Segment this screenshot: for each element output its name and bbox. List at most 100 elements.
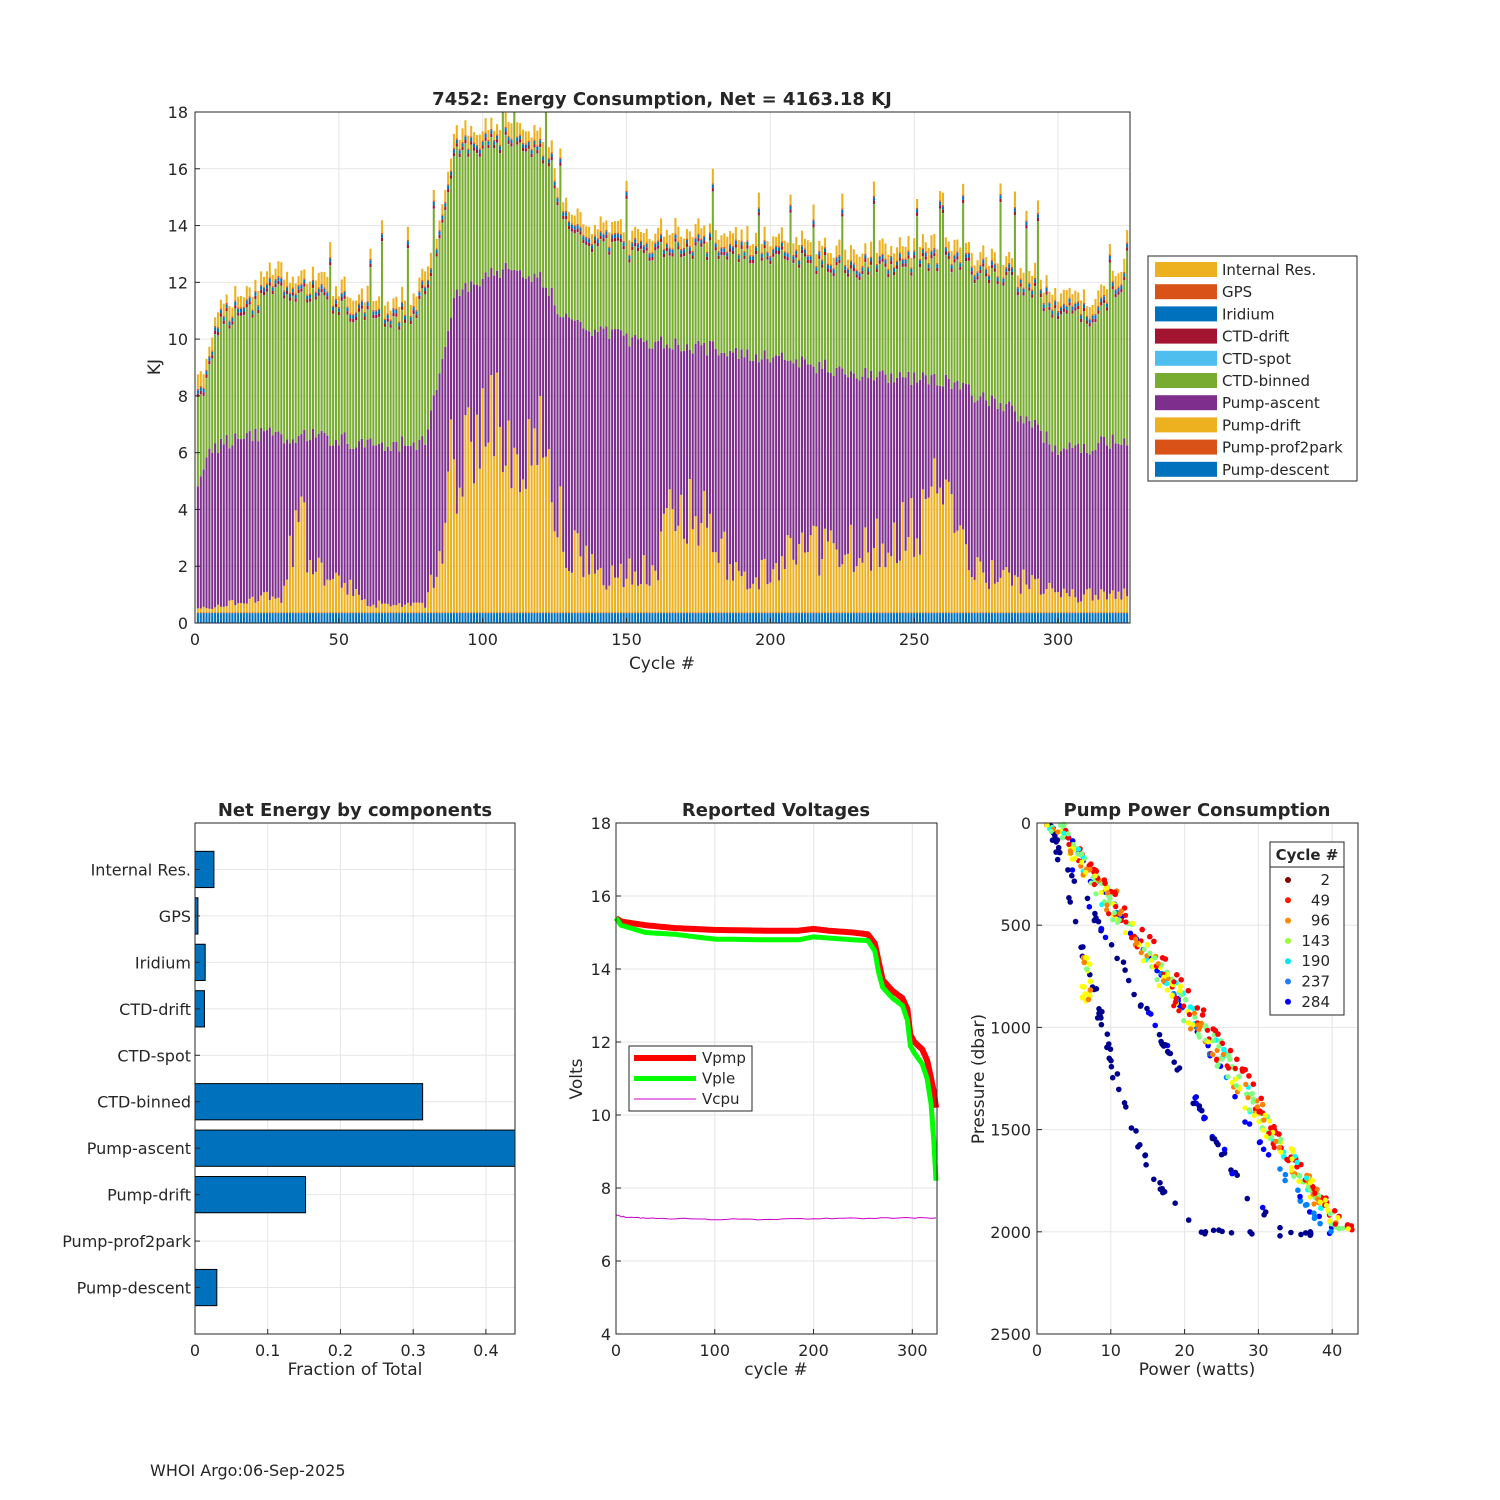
energy-bar-segment <box>329 261 332 266</box>
energy-bar-segment <box>619 242 622 331</box>
energy-bar-segment <box>444 613 447 623</box>
energy-bar <box>884 243 887 623</box>
energy-bar-segment <box>769 612 772 614</box>
energy-bar-segment <box>496 142 499 271</box>
energy-bar-segment <box>426 612 430 614</box>
energy-bar-segment <box>806 256 809 260</box>
energy-bar-segment <box>576 225 579 229</box>
energy-bar-segment <box>740 245 743 249</box>
pump-point <box>1151 938 1157 945</box>
energy-bar-segment <box>1019 612 1022 614</box>
energy-bar-segment <box>841 613 844 623</box>
energy-bar-segment <box>496 270 499 373</box>
energy-bar-segment <box>340 613 343 623</box>
energy-bar-segment <box>403 300 407 315</box>
energy-bar-segment <box>590 243 594 246</box>
energy-bar <box>921 234 924 623</box>
energy-bar-segment <box>363 612 366 614</box>
pump-point <box>1335 1215 1341 1221</box>
energy-bar-segment <box>619 219 622 234</box>
energy-bar <box>1117 273 1120 623</box>
energy-bar-segment <box>665 508 668 613</box>
energy-bar-segment <box>746 613 749 623</box>
energy-bar-segment <box>487 277 490 443</box>
energy-bar <box>654 233 657 623</box>
energy-bar <box>274 268 277 623</box>
energy-bar-segment <box>332 305 335 307</box>
energy-bar-segment <box>743 252 746 256</box>
energy-bar-segment <box>559 486 562 613</box>
energy-bar-segment <box>334 613 338 623</box>
energy-bar-segment <box>360 305 363 309</box>
pump-point <box>1294 1164 1300 1170</box>
energy-bar-segment <box>924 612 927 614</box>
energy-bar-segment <box>309 559 312 613</box>
energy-bar-segment <box>628 255 631 260</box>
energy-bar-segment <box>1016 295 1019 422</box>
energy-bar-segment <box>777 355 781 581</box>
energy-bar-segment <box>524 143 527 145</box>
energy-bar-segment <box>841 564 844 613</box>
energy-bar-segment <box>432 395 435 588</box>
net-bar <box>194 1176 307 1214</box>
energy-bar-segment <box>1077 443 1080 603</box>
energy-bar <box>409 305 412 623</box>
energy-bar-segment <box>780 556 783 613</box>
energy-bar-segment <box>875 518 878 613</box>
energy-bar-segment <box>959 266 962 271</box>
energy-bar-segment <box>245 299 248 301</box>
energy-legend-label: Pump-ascent <box>1222 394 1320 412</box>
energy-bar-segment <box>432 205 435 209</box>
energy-bar-segment <box>199 387 202 391</box>
pump-point <box>1098 1021 1105 1028</box>
energy-bar-segment <box>637 244 640 248</box>
energy-bar-segment <box>438 230 441 232</box>
energy-bar-segment <box>542 156 545 161</box>
energy-bar-segment <box>251 612 254 614</box>
energy-bar-segment <box>1085 324 1088 453</box>
energy-bar <box>861 253 864 623</box>
energy-bar-segment <box>1097 310 1100 314</box>
energy-bar-segment <box>277 613 280 623</box>
energy-bar-segment <box>893 612 896 614</box>
energy-bar-segment <box>818 255 821 259</box>
energy-bar-segment <box>746 612 749 614</box>
energy-bar-segment <box>257 291 260 305</box>
energy-bar-segment <box>605 612 608 614</box>
energy-bar-segment <box>924 613 927 623</box>
energy-bar-segment <box>884 374 887 568</box>
energy-bar-segment <box>872 613 875 623</box>
energy-bar-segment <box>498 145 501 147</box>
energy-bar-segment <box>1019 278 1022 280</box>
pump-point <box>1312 1190 1318 1196</box>
energy-bar-segment <box>1080 601 1083 613</box>
energy-stacked-bars <box>196 112 1129 623</box>
energy-bar-segment <box>993 263 996 265</box>
energy-bar-segment <box>821 559 824 613</box>
energy-bar-segment <box>329 241 332 258</box>
pump-point <box>1212 1027 1219 1034</box>
energy-bar-segment <box>694 343 697 517</box>
energy-bar-segment <box>628 613 631 623</box>
energy-bar-segment <box>352 612 355 614</box>
energy-bar-segment <box>1117 291 1120 295</box>
energy-bar-segment <box>720 612 723 614</box>
energy-bar-segment <box>654 612 657 614</box>
energy-bar-segment <box>754 577 758 613</box>
pump-point <box>1194 1005 1201 1011</box>
energy-bar-segment <box>539 395 542 613</box>
energy-bar-segment <box>455 289 458 514</box>
energy-bar-segment <box>717 612 720 614</box>
energy-bar-segment <box>334 612 338 614</box>
energy-bar-segment <box>550 287 553 503</box>
energy-bar-segment <box>1036 221 1039 425</box>
pump-legend-label: 2 <box>1320 871 1330 889</box>
energy-bar-segment <box>366 301 369 303</box>
energy-bar-segment <box>855 613 858 623</box>
energy-bar-segment <box>585 241 588 245</box>
energy-bar-segment <box>369 267 372 439</box>
energy-bar <box>795 236 798 623</box>
energy-bar-segment <box>605 231 608 235</box>
energy-bar-segment <box>849 268 852 372</box>
energy-bar-segment <box>196 612 199 614</box>
